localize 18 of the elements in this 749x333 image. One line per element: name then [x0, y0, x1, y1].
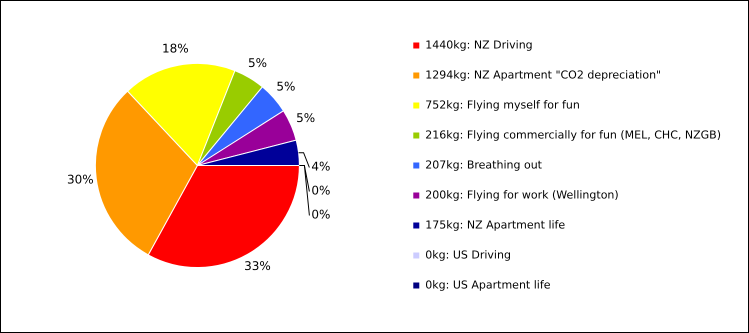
legend-label: 207kg: Breathing out: [425, 158, 543, 172]
text: 0%: [311, 208, 330, 222]
legend-label: 752kg: Flying myself for fun: [425, 98, 580, 112]
data-label: 5%: [276, 80, 296, 94]
legend-label: 0kg: US Apartment life: [425, 278, 551, 292]
legend-label: 200kg: Flying for work (Wellington): [425, 188, 619, 202]
legend-label: 1440kg: NZ Driving: [425, 38, 533, 52]
legend-label: 0kg: US Driving: [425, 248, 511, 262]
data-label: 30%: [66, 172, 94, 186]
text: 0%: [311, 184, 330, 198]
data-label: 33%: [244, 259, 271, 274]
data-label: 5%: [248, 56, 267, 70]
data-label: 4%: [311, 160, 330, 174]
data-label: 18%: [162, 42, 189, 56]
legend-label: 175kg: NZ Apartment life: [425, 218, 566, 232]
data-label: 5%: [296, 110, 316, 125]
legend-label: 1294kg: NZ Apartment "CO2 depreciation": [425, 68, 662, 82]
legend-label: 216kg: Flying commercially for fun (MEL, CHC, NZGB): [425, 128, 722, 142]
